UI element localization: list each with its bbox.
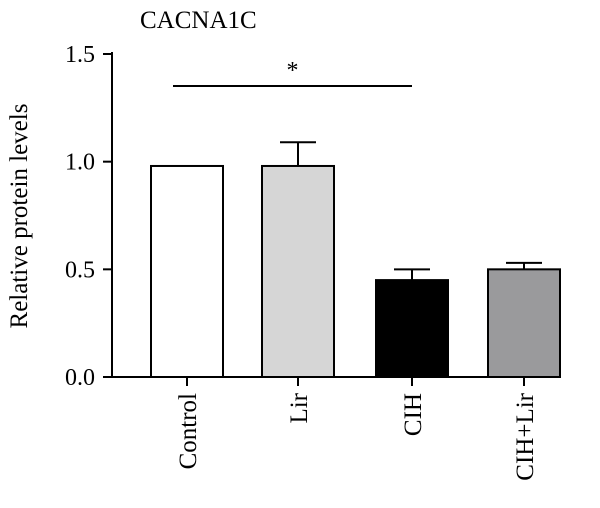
bars: [150, 164, 561, 379]
y-axis-label: Relative protein levels: [6, 104, 33, 329]
bar-lir: [261, 164, 335, 378]
y-tick-label: 0.5: [65, 257, 95, 283]
y-tick-label: 0.0: [65, 365, 95, 391]
bar-cih-lir: [487, 268, 561, 379]
significance-annotations: *: [173, 58, 412, 87]
x-axis-ticks: Control Lir CIH CIH+Lir: [175, 377, 539, 481]
significance-star: *: [287, 58, 299, 84]
y-tick-label: 1.0: [65, 150, 95, 176]
y-axis-ticks: 0.0 0.5 1.0 1.5: [65, 42, 112, 391]
chart-title: CACNA1C: [140, 7, 257, 34]
y-tick-label: 1.5: [65, 42, 95, 68]
x-tick-label: Lir: [286, 392, 313, 423]
x-tick-label: CIH: [400, 393, 427, 436]
error-bars: [280, 141, 542, 281]
x-tick-label: Control: [175, 393, 202, 469]
bar-control: [150, 164, 224, 378]
bar-cih: [375, 279, 449, 379]
x-tick-label: CIH+Lir: [512, 392, 539, 480]
